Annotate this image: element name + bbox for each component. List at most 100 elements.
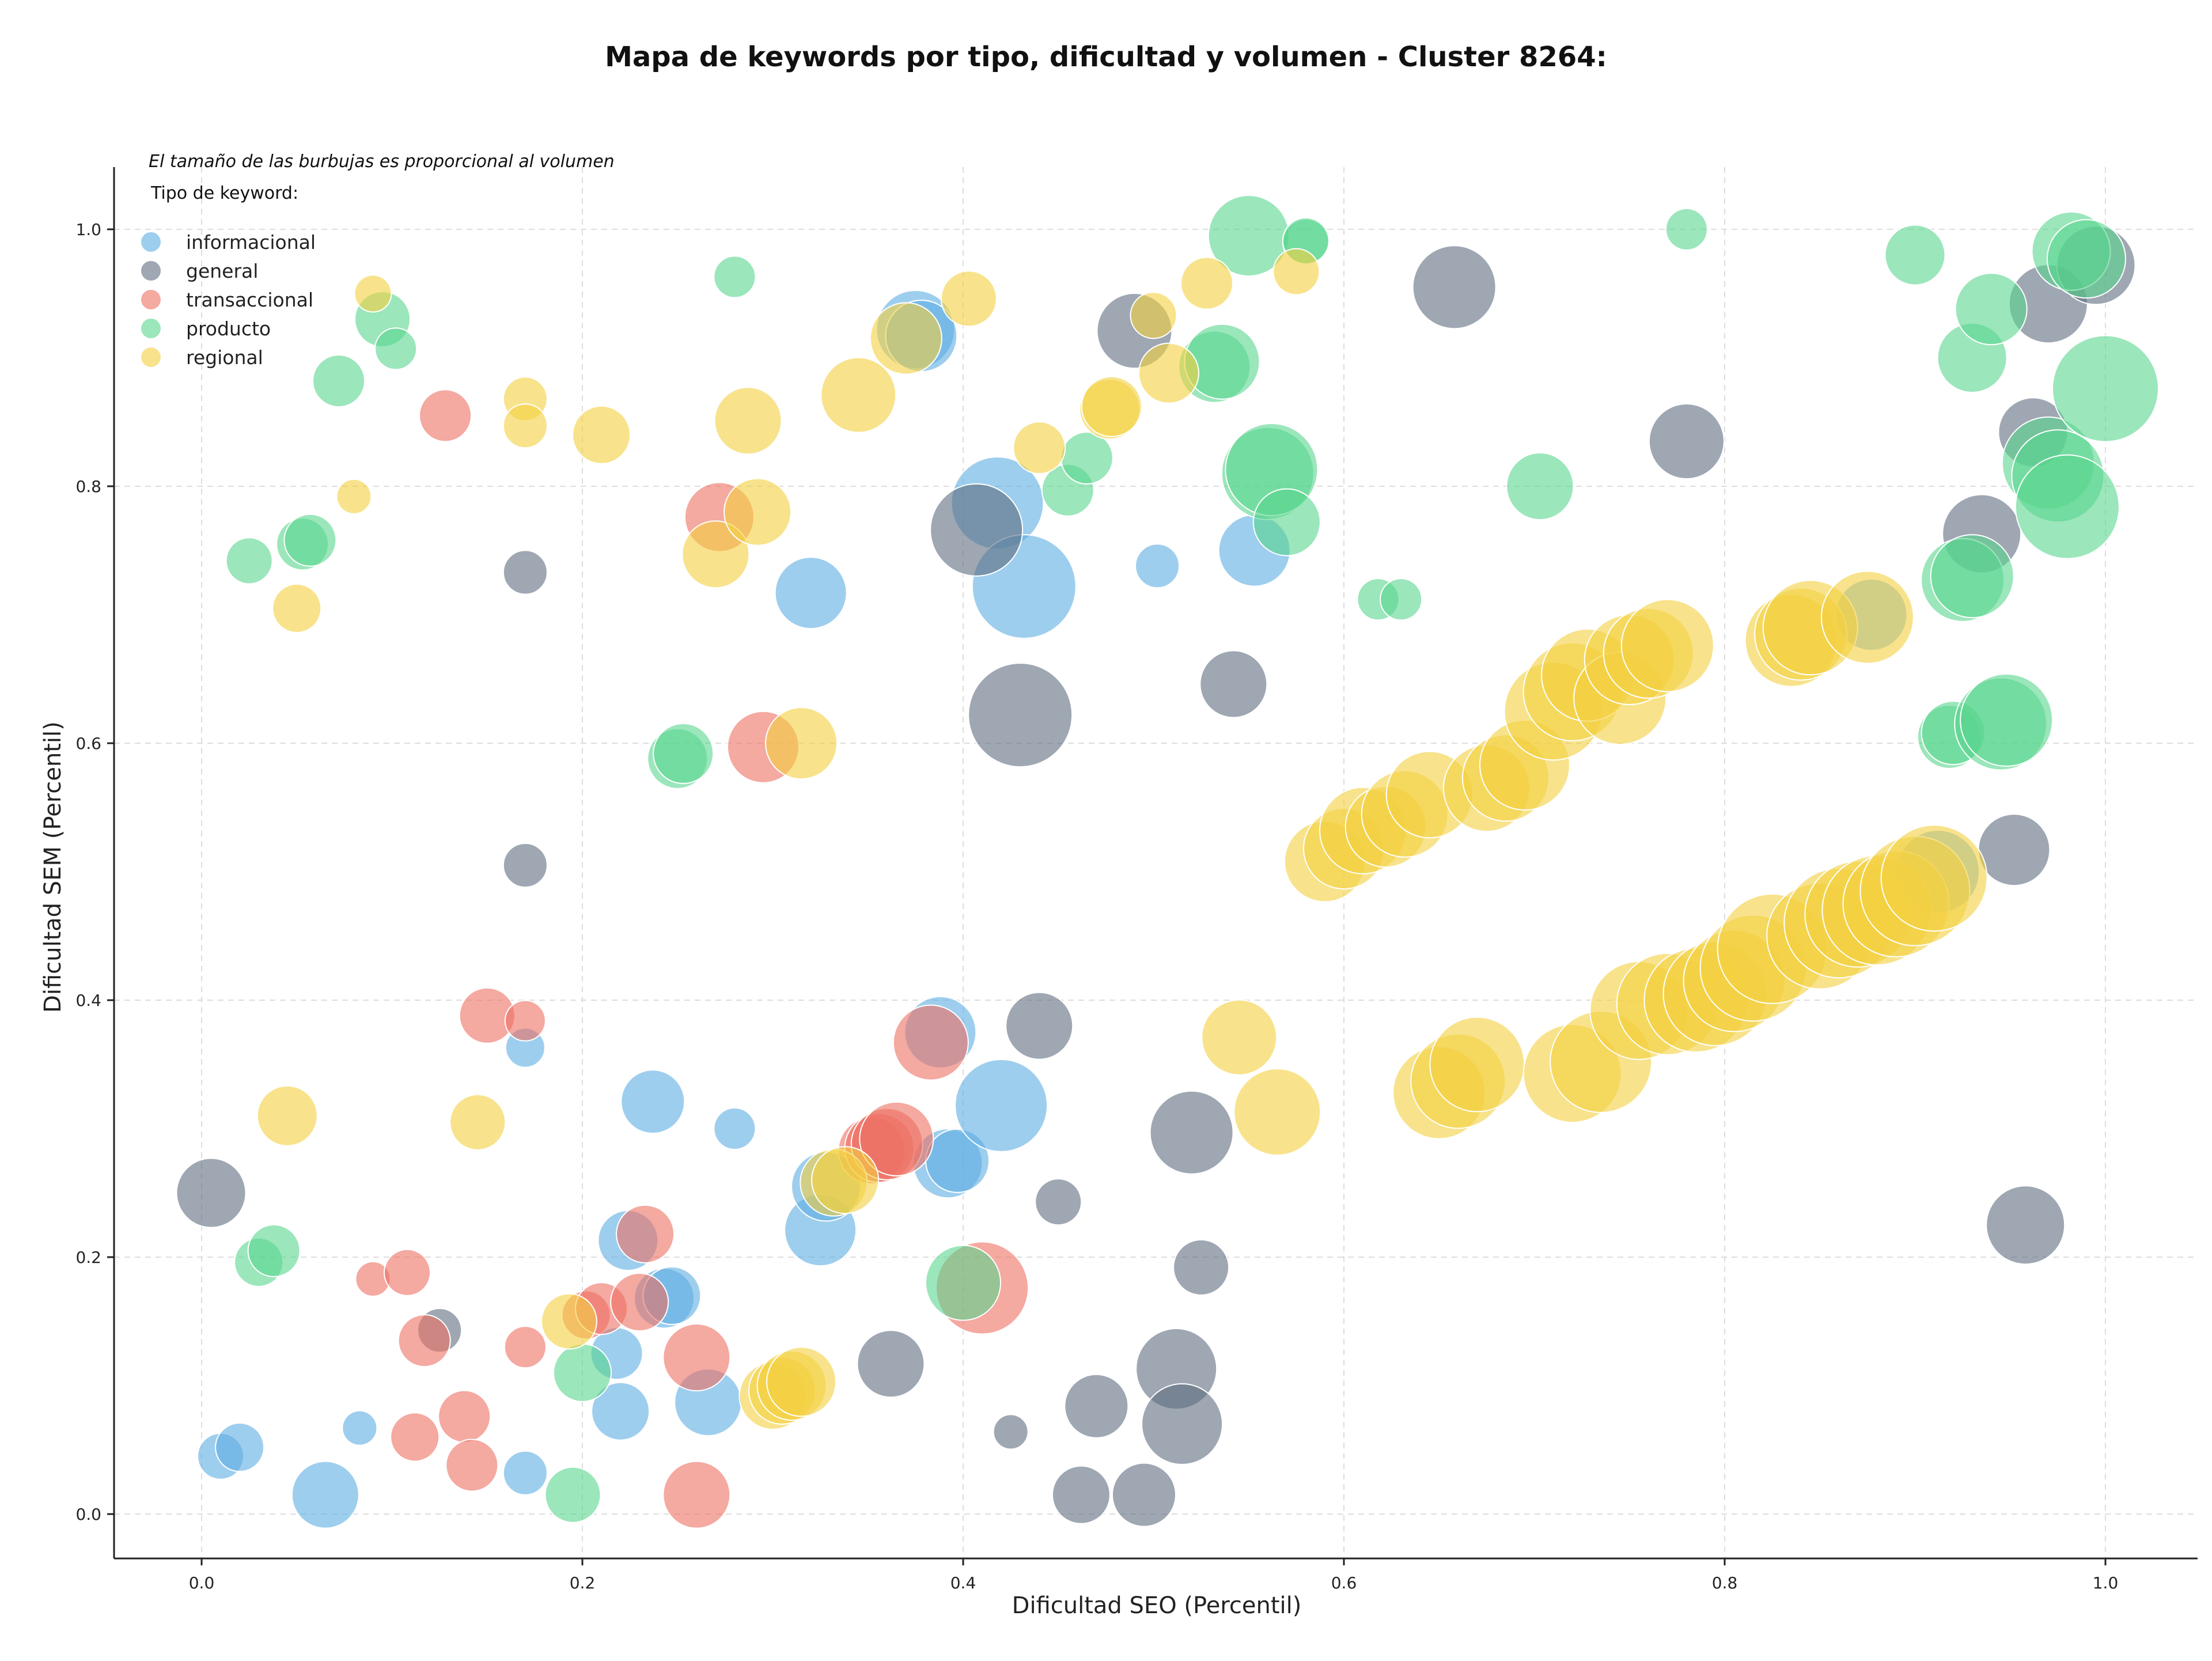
x-tick-label: 0.0 — [189, 1573, 215, 1592]
legend-label-general: general — [186, 260, 258, 282]
bubble-regional — [811, 1146, 880, 1214]
bubble-regional — [940, 270, 997, 327]
bubble-producto — [2052, 335, 2159, 442]
legend-marker-transaccional — [141, 290, 161, 309]
legend-label-regional: regional — [186, 346, 263, 369]
bubble-regional — [681, 520, 750, 589]
bubble-general — [1412, 245, 1497, 330]
bubble-general — [1111, 1462, 1176, 1527]
bubble-regional — [1180, 256, 1234, 310]
legend-title: Tipo de keyword: — [150, 183, 298, 203]
bubble-general — [1064, 1374, 1129, 1439]
legend-label-transaccional: transaccional — [186, 289, 313, 311]
bubble-general — [1035, 1178, 1082, 1226]
y-tick-label: 0.2 — [75, 1248, 101, 1267]
bubble-producto — [1884, 224, 1946, 286]
bubble-general — [1141, 1383, 1224, 1465]
bubble-regional — [572, 405, 631, 464]
bubble-producto — [1060, 431, 1113, 485]
bubble-transaccional — [662, 1461, 731, 1529]
bubble-producto — [247, 1224, 301, 1277]
bubble-transaccional — [397, 1314, 451, 1367]
series-producto — [225, 195, 2159, 1523]
bubble-producto — [225, 537, 273, 585]
bubble-regional — [724, 478, 792, 546]
bubble-general — [1051, 1465, 1111, 1524]
bubble-general — [176, 1157, 247, 1228]
bubble-regional — [1013, 421, 1066, 475]
legend-label-producto: producto — [186, 317, 271, 340]
bubble-regional — [1880, 824, 1988, 932]
bubble-informacional — [620, 1069, 685, 1134]
bubble-regional — [766, 1346, 837, 1417]
bubble-informacional — [1135, 543, 1180, 589]
bubble-regional — [714, 387, 782, 455]
bubble-producto — [2014, 454, 2120, 559]
bubble-layer — [176, 195, 2159, 1529]
bubble-general — [1005, 992, 1074, 1060]
x-axis-label: Dificultad SEO (Percentil) — [1012, 1592, 1302, 1619]
bubble-general — [1648, 403, 1725, 479]
bubble-producto — [1665, 208, 1708, 251]
series-transaccional — [355, 389, 1029, 1529]
bubble-informacional — [502, 1450, 548, 1496]
legend-marker-general — [141, 261, 161, 281]
bubble-regional — [449, 1094, 506, 1151]
bubble-producto — [553, 1343, 612, 1402]
bubble-regional — [765, 707, 838, 780]
x-tick-label: 0.4 — [950, 1573, 976, 1592]
bubble-transaccional — [859, 1101, 934, 1176]
bubble-producto — [713, 255, 756, 298]
bubble-producto — [312, 354, 365, 408]
size-note: El tamaño de las burbujas es proporciona… — [149, 152, 615, 172]
series-regional — [256, 248, 1988, 1430]
bubble-regional — [336, 478, 372, 514]
bubble-producto — [2046, 219, 2126, 299]
bubble-regional — [272, 583, 322, 633]
bubble-transaccional — [892, 1004, 969, 1081]
bubble-producto — [374, 327, 418, 370]
bubble-transaccional — [616, 1204, 675, 1263]
bubble-regional — [1138, 342, 1199, 404]
bubble-regional — [820, 357, 897, 433]
bubble-general — [1173, 1239, 1230, 1296]
bubble-regional — [354, 274, 392, 313]
y-tick-label: 0.6 — [75, 734, 101, 753]
x-tick-label: 0.6 — [1331, 1573, 1357, 1592]
y-axis-label: Dificultad SEM (Percentil) — [40, 721, 66, 1013]
bubble-producto — [1252, 488, 1321, 557]
bubble-producto — [1930, 534, 2014, 619]
bubble-informacional — [774, 557, 847, 630]
bubble-informacional — [591, 1382, 650, 1441]
x-tick-label: 1.0 — [2093, 1573, 2119, 1592]
bubble-general — [1149, 1090, 1234, 1175]
legend-label-informacional: informacional — [186, 231, 316, 253]
bubble-general — [930, 483, 1024, 577]
bubble-informacional — [215, 1422, 265, 1473]
bubble-informacional — [291, 1461, 359, 1529]
bubble-producto — [653, 722, 714, 784]
bubble-producto — [1380, 578, 1423, 621]
bubble-transaccional — [610, 1273, 669, 1332]
bubble-regional — [502, 403, 548, 449]
bubble-transaccional — [438, 1390, 491, 1443]
bubble-regional — [869, 302, 942, 375]
bubble-producto — [544, 1466, 601, 1523]
bubble-regional — [1130, 292, 1177, 339]
bubble-transaccional — [390, 1412, 440, 1462]
bubble-transaccional — [419, 389, 472, 442]
bubble-regional — [1233, 1068, 1321, 1156]
bubble-regional — [1201, 999, 1278, 1076]
y-tick-label: 0.8 — [75, 477, 101, 496]
bubble-general — [502, 550, 548, 595]
bubble-general — [1199, 650, 1268, 718]
bubble-producto — [1955, 273, 2028, 346]
bubble-transaccional — [503, 1326, 547, 1369]
bubble-general — [968, 662, 1073, 767]
y-tick-label: 1.0 — [75, 220, 101, 239]
y-tick-label: 0.0 — [75, 1505, 101, 1524]
bubble-regional — [1820, 570, 1914, 664]
bubble-regional — [1272, 248, 1320, 296]
bubble-producto — [925, 1244, 1001, 1321]
